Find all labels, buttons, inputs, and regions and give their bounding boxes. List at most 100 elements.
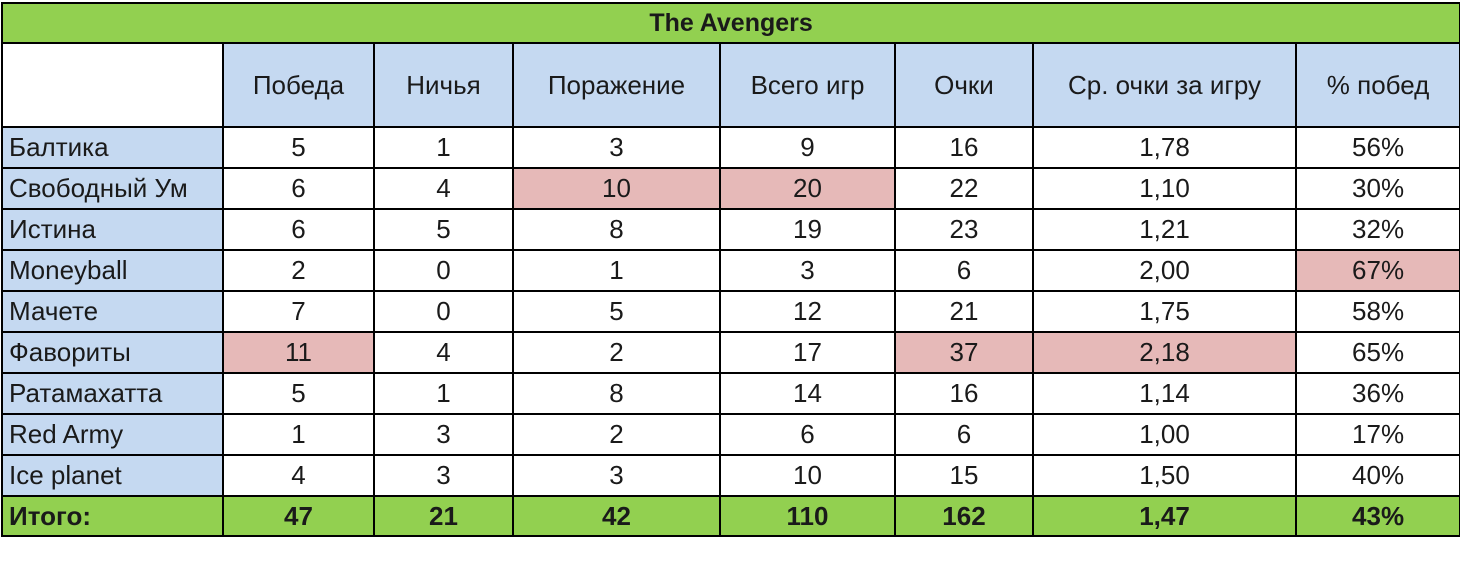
data-cell[interactable]: 16 [894, 372, 1034, 415]
data-cell[interactable]: 36% [1294, 372, 1460, 415]
data-cell[interactable]: 40% [1294, 454, 1460, 497]
data-cell[interactable]: 0 [373, 249, 514, 292]
data-cell[interactable]: 1,14 [1032, 372, 1297, 415]
total-label-cell[interactable]: Итого: [1, 495, 224, 537]
data-cell[interactable]: 2,18 [1032, 331, 1297, 374]
data-cell[interactable]: 7 [222, 290, 375, 333]
results-table: The Avengers Победа Ничья Поражение Всего и… [0, 2, 1460, 537]
data-cell[interactable]: 3 [719, 249, 896, 292]
data-cell[interactable]: 19 [719, 208, 896, 251]
header-row: Победа Ничья Поражение Всего игр Очки Ср. очк… [1, 42, 1460, 128]
data-cell[interactable]: 3 [512, 454, 721, 497]
title-row: The Avengers [0, 2, 1460, 44]
data-cell[interactable]: 2 [512, 413, 721, 456]
data-cell[interactable]: 9 [719, 126, 896, 169]
data-cell[interactable]: 5 [512, 290, 721, 333]
column-header[interactable]: Поражение [512, 42, 721, 128]
data-cell[interactable]: 21 [894, 290, 1034, 333]
data-cell[interactable]: 6 [222, 208, 375, 251]
team-name-cell[interactable]: Moneyball [1, 249, 224, 292]
table-row: Истина 6 5 8 19 23 1,21 32% [1, 208, 1460, 251]
data-cell[interactable]: 0 [373, 290, 514, 333]
data-cell[interactable]: 23 [894, 208, 1034, 251]
data-cell[interactable]: 17% [1294, 413, 1460, 456]
column-header[interactable]: Ничья [373, 42, 514, 128]
data-cell[interactable]: 58% [1294, 290, 1460, 333]
data-cell[interactable]: 56% [1294, 126, 1460, 169]
data-cell[interactable]: 8 [512, 372, 721, 415]
data-cell[interactable]: 2,00 [1032, 249, 1297, 292]
data-cell[interactable]: 1,10 [1032, 167, 1297, 210]
data-cell[interactable]: 17 [719, 331, 896, 374]
table-row: Свободный Ум 6 4 10 20 22 1,10 30% [1, 167, 1460, 210]
corner-cell[interactable] [1, 42, 224, 128]
data-cell[interactable]: 6 [222, 167, 375, 210]
column-header[interactable]: Всего игр [719, 42, 896, 128]
total-cell[interactable]: 42 [512, 495, 721, 537]
data-cell[interactable]: 1 [373, 372, 514, 415]
data-cell[interactable]: 1,75 [1032, 290, 1297, 333]
team-name-cell[interactable]: Истина [1, 208, 224, 251]
total-cell[interactable]: 21 [373, 495, 514, 537]
data-cell[interactable]: 30% [1294, 167, 1460, 210]
team-name-cell[interactable]: Фавориты [1, 331, 224, 374]
data-cell[interactable]: 11 [222, 331, 375, 374]
data-cell[interactable]: 1,00 [1032, 413, 1297, 456]
data-cell[interactable]: 15 [894, 454, 1034, 497]
data-cell[interactable]: 20 [719, 167, 896, 210]
data-cell[interactable]: 1,50 [1032, 454, 1297, 497]
column-header[interactable]: Ср. очки за игру [1032, 42, 1297, 128]
team-name-cell[interactable]: Ice planet [1, 454, 224, 497]
data-cell[interactable]: 6 [894, 249, 1034, 292]
column-header[interactable]: Очки [894, 42, 1034, 128]
data-cell[interactable]: 10 [512, 167, 721, 210]
table-row: Мачете 7 0 5 12 21 1,75 58% [1, 290, 1460, 333]
team-name-cell[interactable]: Ратамахатта [1, 372, 224, 415]
data-cell[interactable]: 1 [512, 249, 721, 292]
table-row: Ice planet 4 3 3 10 15 1,50 40% [1, 454, 1460, 497]
data-cell[interactable]: 1,21 [1032, 208, 1297, 251]
table-row: Ратамахатта 5 1 8 14 16 1,14 36% [1, 372, 1460, 415]
data-cell[interactable]: 5 [373, 208, 514, 251]
column-header[interactable]: Победа [222, 42, 375, 128]
total-cell[interactable]: 47 [222, 495, 375, 537]
data-cell[interactable]: 32% [1294, 208, 1460, 251]
data-cell[interactable]: 3 [373, 413, 514, 456]
data-cell[interactable]: 4 [222, 454, 375, 497]
data-cell[interactable]: 16 [894, 126, 1034, 169]
data-cell[interactable]: 4 [373, 331, 514, 374]
data-cell[interactable]: 1 [222, 413, 375, 456]
data-cell[interactable]: 6 [719, 413, 896, 456]
data-cell[interactable]: 5 [222, 372, 375, 415]
data-cell[interactable]: 8 [512, 208, 721, 251]
team-name-cell[interactable]: Red Army [1, 413, 224, 456]
data-cell[interactable]: 1 [373, 126, 514, 169]
total-cell[interactable]: 1,47 [1032, 495, 1297, 537]
table-row: Балтика 5 1 3 9 16 1,78 56% [1, 126, 1460, 169]
team-name-cell[interactable]: Свободный Ум [1, 167, 224, 210]
data-cell[interactable]: 14 [719, 372, 896, 415]
table-body: Балтика 5 1 3 9 16 1,78 56% Свободный Ум 6 4 10 20 22… [1, 126, 1460, 537]
column-header[interactable]: % побед [1294, 42, 1460, 128]
total-cell[interactable]: 110 [719, 495, 896, 537]
data-cell[interactable]: 1,78 [1032, 126, 1297, 169]
total-cell[interactable]: 162 [894, 495, 1034, 537]
data-cell[interactable]: 12 [719, 290, 896, 333]
team-name-cell[interactable]: Мачете [1, 290, 224, 333]
data-cell[interactable]: 22 [894, 167, 1034, 210]
data-cell[interactable]: 2 [222, 249, 375, 292]
data-cell[interactable]: 65% [1294, 331, 1460, 374]
data-cell[interactable]: 67% [1294, 249, 1460, 292]
data-cell[interactable]: 3 [373, 454, 514, 497]
data-cell[interactable]: 37 [894, 331, 1034, 374]
data-cell[interactable]: 6 [894, 413, 1034, 456]
team-name-cell[interactable]: Балтика [1, 126, 224, 169]
total-cell[interactable]: 43% [1294, 495, 1460, 537]
data-cell[interactable]: 3 [512, 126, 721, 169]
data-cell[interactable]: 2 [512, 331, 721, 374]
data-cell[interactable]: 4 [373, 167, 514, 210]
data-cell[interactable]: 5 [222, 126, 375, 169]
data-cell[interactable]: 10 [719, 454, 896, 497]
table-title[interactable]: The Avengers [0, 2, 1460, 44]
